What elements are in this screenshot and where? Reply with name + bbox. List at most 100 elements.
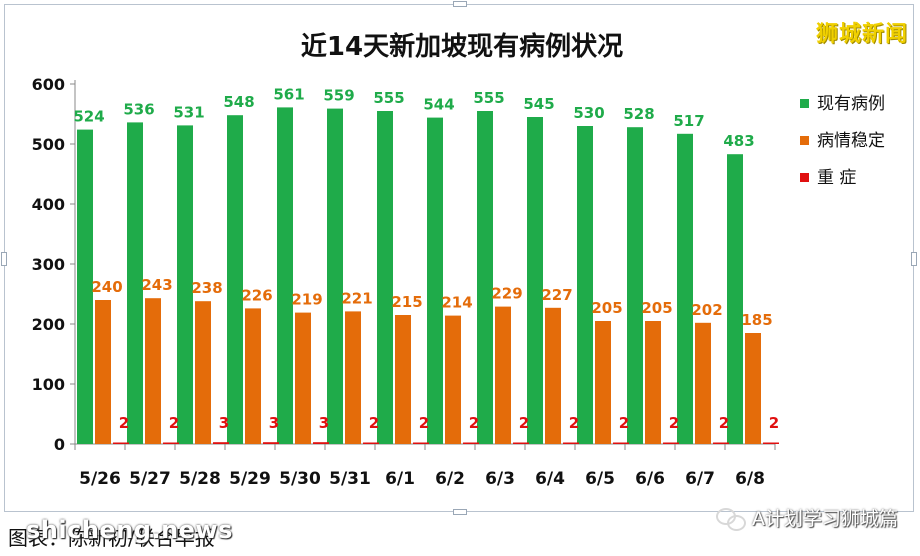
x-tick-label: 5/27 — [129, 469, 171, 489]
bar-3 — [663, 442, 679, 444]
bar-1 — [377, 111, 393, 444]
bar-1 — [677, 133, 693, 445]
data-label-1: 545 — [523, 95, 554, 113]
x-tick-label: 5/31 — [329, 469, 371, 489]
bar-1 — [77, 129, 93, 444]
data-label-3: 2 — [369, 414, 379, 432]
bar-3 — [713, 442, 729, 444]
data-label-2: 229 — [491, 285, 522, 303]
data-label-3: 2 — [619, 414, 629, 432]
x-tick-label: 6/6 — [635, 469, 665, 489]
data-label-2: 219 — [291, 291, 322, 309]
bar-2 — [695, 322, 711, 444]
bar-2 — [195, 301, 211, 444]
data-label-2: 205 — [591, 299, 622, 317]
caption-text: 图表：陈新初/联合早报 — [8, 526, 215, 550]
bottom-resize-handle[interactable] — [453, 509, 467, 515]
bar-3 — [513, 442, 529, 444]
y-tick-label: 600 — [32, 75, 65, 94]
bar-1 — [627, 127, 643, 444]
data-label-2: 227 — [541, 286, 572, 304]
x-tick-label: 6/3 — [485, 469, 515, 489]
data-label-1: 531 — [173, 103, 204, 121]
x-tick-label: 6/7 — [685, 469, 715, 489]
data-label-1: 530 — [573, 104, 604, 122]
bar-3 — [413, 442, 429, 444]
x-tick-label: 5/28 — [179, 469, 221, 489]
x-tick-label: 6/1 — [385, 469, 415, 489]
bar-2 — [495, 306, 511, 444]
data-label-2: 240 — [91, 278, 122, 296]
y-tick-label: 400 — [32, 195, 65, 214]
bar-3 — [563, 442, 579, 444]
left-resize-handle[interactable] — [1, 252, 7, 266]
bar-3 — [363, 442, 379, 444]
bar-3 — [213, 442, 229, 444]
bar-3 — [263, 442, 279, 444]
x-tick-label: 5/29 — [229, 469, 271, 489]
bar-1 — [277, 107, 293, 445]
legend-swatch — [800, 173, 809, 182]
data-label-2: 205 — [641, 299, 672, 317]
data-label-2: 215 — [391, 293, 422, 311]
data-label-1: 544 — [423, 96, 454, 114]
wechat-account: A计划学习狮城篇 — [716, 504, 898, 531]
data-label-1: 528 — [623, 105, 654, 123]
bar-3 — [763, 442, 779, 444]
chart-title: 近14天新加坡现有病例状况 — [301, 31, 623, 62]
data-label-3: 2 — [519, 414, 529, 432]
top-resize-handle[interactable] — [453, 1, 467, 7]
x-tick-label: 5/30 — [279, 469, 321, 489]
data-label-1: 561 — [273, 85, 304, 103]
data-label-2: 185 — [741, 311, 772, 329]
data-label-1: 548 — [223, 93, 254, 111]
right-resize-handle[interactable] — [911, 252, 917, 266]
bar-2 — [645, 321, 661, 444]
bar-2 — [295, 312, 311, 444]
wechat-account-name: A计划学习狮城篇 — [752, 508, 898, 530]
watermark-text: 狮城新闻 — [815, 22, 908, 47]
x-tick-label: 6/8 — [735, 469, 765, 489]
data-label-1: 524 — [73, 108, 104, 126]
y-tick-label: 300 — [32, 255, 65, 274]
data-label-2: 221 — [341, 289, 372, 307]
site-watermark: shicheng.news — [26, 516, 233, 544]
data-label-2: 243 — [141, 276, 172, 294]
x-tick-label: 5/26 — [79, 469, 121, 489]
data-label-3: 3 — [269, 414, 279, 432]
bar-2 — [545, 307, 561, 444]
bar-3 — [113, 442, 129, 444]
y-tick-label: 100 — [32, 375, 65, 394]
bar-2 — [745, 333, 761, 444]
x-tick-label: 6/4 — [535, 469, 565, 489]
bar-3 — [313, 442, 329, 444]
bar-2 — [245, 308, 261, 444]
bar-1 — [727, 154, 743, 444]
bar-1 — [427, 117, 443, 444]
legend-swatch — [800, 99, 809, 108]
data-label-1: 555 — [373, 89, 404, 107]
x-tick-label: 6/5 — [585, 469, 615, 489]
data-label-3: 2 — [669, 414, 679, 432]
data-label-1: 559 — [323, 87, 354, 105]
bar-3 — [463, 442, 479, 444]
bar-2 — [445, 315, 461, 444]
data-label-3: 2 — [769, 414, 779, 432]
data-label-3: 2 — [119, 414, 129, 432]
bar-2 — [145, 298, 161, 444]
data-label-3: 2 — [719, 414, 729, 432]
bar-2 — [595, 321, 611, 444]
bar-2 — [95, 300, 111, 444]
bar-3 — [613, 442, 629, 444]
data-label-1: 536 — [123, 100, 154, 118]
bar-2 — [395, 315, 411, 444]
data-label-2: 202 — [691, 301, 722, 319]
bar-1 — [177, 125, 193, 445]
bar-1 — [577, 126, 593, 444]
data-label-2: 226 — [241, 286, 272, 304]
legend-label: 病情稳定 — [817, 131, 885, 151]
bar-1 — [527, 117, 543, 444]
data-label-3: 2 — [569, 414, 579, 432]
data-label-3: 2 — [469, 414, 479, 432]
